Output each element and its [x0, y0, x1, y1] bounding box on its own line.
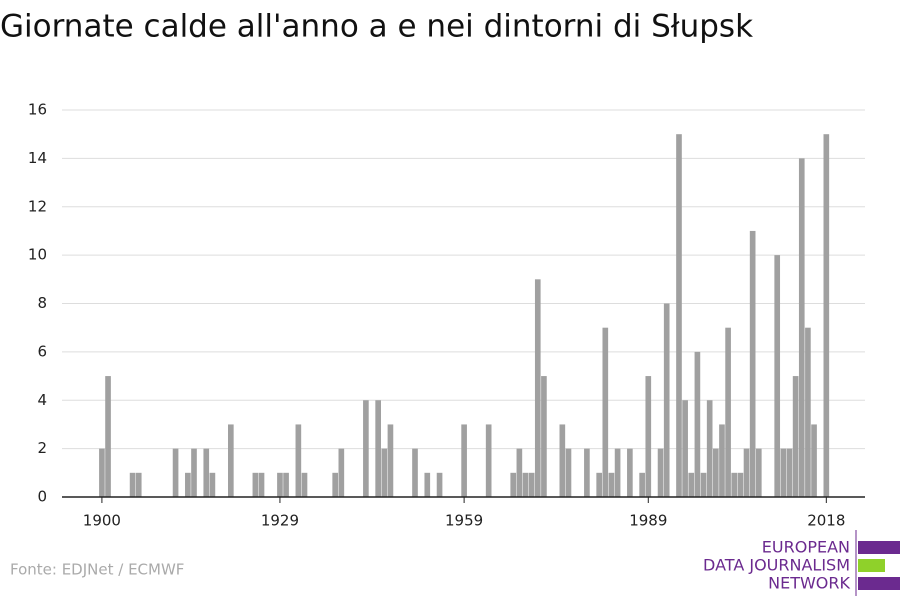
logo-bar	[858, 577, 900, 590]
bar	[301, 472, 308, 497]
bar	[375, 400, 381, 497]
bar	[755, 448, 762, 497]
bar	[209, 472, 216, 497]
bar	[129, 472, 136, 497]
bar	[258, 472, 265, 497]
bar	[424, 472, 431, 497]
bar	[228, 424, 234, 497]
y-tick-label: 6	[37, 342, 47, 360]
bar	[135, 472, 142, 497]
x-tick-label: 1900	[83, 512, 121, 530]
bar	[676, 134, 682, 497]
y-tick-label: 8	[37, 294, 47, 312]
bar	[688, 472, 695, 497]
bar	[277, 472, 283, 497]
bar	[706, 400, 713, 497]
bar	[387, 424, 394, 497]
bar	[663, 303, 670, 497]
bar	[172, 448, 179, 497]
bar	[99, 448, 105, 497]
bar	[614, 448, 621, 497]
bar	[682, 400, 688, 497]
bar	[295, 424, 302, 497]
bar	[534, 279, 541, 497]
bar	[700, 472, 707, 497]
bar	[645, 376, 652, 497]
bar	[627, 448, 633, 497]
bar	[381, 448, 388, 497]
bar	[559, 424, 566, 497]
bar	[725, 327, 731, 497]
logo-text: NETWORK	[768, 574, 850, 593]
bar	[712, 448, 719, 497]
bar	[522, 472, 529, 497]
bar	[105, 376, 111, 497]
x-tick-label: 1959	[445, 512, 483, 530]
bar	[719, 424, 725, 497]
bar	[528, 472, 535, 497]
y-tick-label: 14	[28, 149, 47, 167]
bar	[608, 472, 615, 497]
logo-text: DATA JOURNALISM	[703, 556, 850, 575]
bar	[749, 230, 756, 497]
bar	[252, 472, 259, 497]
bar	[811, 424, 817, 497]
bar	[541, 376, 547, 497]
y-tick-label: 10	[28, 246, 47, 264]
logo-bar	[858, 559, 885, 572]
bar	[602, 327, 609, 497]
y-tick-label: 4	[37, 391, 47, 409]
y-tick-label: 16	[28, 101, 47, 119]
bar	[639, 472, 645, 497]
bar	[461, 424, 467, 497]
bar	[596, 472, 602, 497]
y-tick-label: 2	[37, 439, 47, 457]
logo-bar	[858, 541, 900, 554]
source: Fonte: EDJNet / ECMWF	[10, 561, 184, 579]
x-tick-label: 1929	[261, 512, 299, 530]
bar	[332, 472, 339, 497]
bar	[780, 448, 787, 497]
bar	[565, 448, 572, 497]
bar	[584, 448, 590, 497]
bar	[516, 448, 523, 497]
bar	[338, 448, 345, 497]
bar	[203, 448, 210, 497]
bar	[436, 472, 443, 497]
bar	[363, 400, 369, 497]
bar	[823, 134, 830, 497]
bar	[737, 472, 744, 497]
bar	[657, 448, 664, 497]
bar	[792, 376, 799, 497]
y-tick-label: 12	[28, 197, 47, 215]
bar	[805, 327, 811, 497]
bar	[798, 158, 805, 497]
chart-title: Giornate calde all'anno a e nei dintorni…	[0, 9, 753, 45]
bar	[485, 424, 492, 497]
y-tick-label: 0	[37, 488, 47, 506]
bar	[510, 472, 517, 497]
bar	[774, 255, 781, 497]
bar	[694, 351, 701, 497]
bar	[191, 448, 197, 497]
x-tick-label: 2018	[807, 512, 845, 530]
bar	[743, 448, 750, 497]
logo-text: EUROPEAN	[762, 538, 850, 557]
bar	[731, 472, 738, 497]
bar	[283, 472, 289, 497]
bar	[786, 448, 793, 497]
bar	[412, 448, 418, 497]
x-tick-label: 1989	[629, 512, 667, 530]
bar	[185, 472, 191, 497]
